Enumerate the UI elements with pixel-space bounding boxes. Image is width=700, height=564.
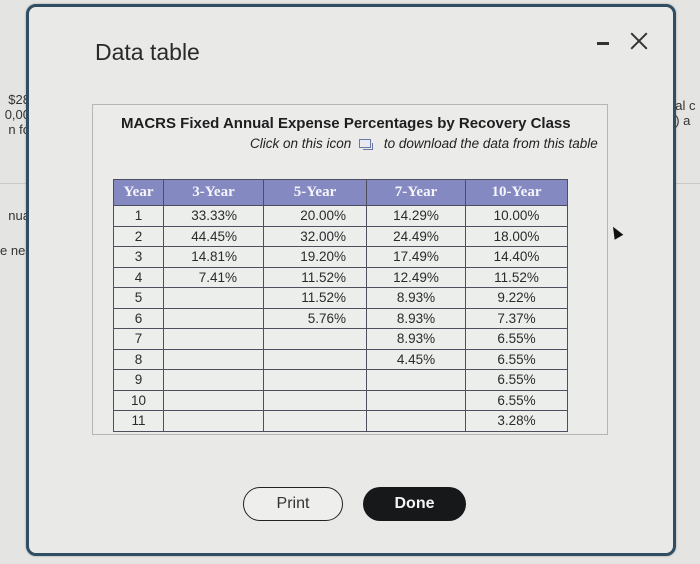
table-row: 8 4.45% 6.55% — [113, 348, 568, 370]
year-cell: 3 — [113, 246, 164, 268]
data-table-dialog: Data table MACRS Fixed Annual Expense Pe… — [26, 4, 676, 556]
year-cell: 9 — [113, 369, 164, 391]
cell-7-year — [366, 369, 466, 391]
table-row: 6 5.76% 8.93% 7.37% — [113, 307, 568, 329]
cell-7-year: 8.93% — [366, 328, 466, 350]
download-icon[interactable] — [359, 139, 374, 150]
done-button[interactable]: Done — [363, 487, 466, 521]
cell-5-year — [263, 410, 367, 432]
cell-5-year — [263, 389, 367, 411]
table-row: 10 6.55% — [113, 389, 568, 411]
table-heading: MACRS Fixed Annual Expense Percentages b… — [121, 115, 571, 132]
table-header-row: Year 3-Year 5-Year 7-Year 10-Year — [113, 179, 568, 206]
cell-10-year: 6.55% — [465, 328, 568, 350]
close-icon[interactable] — [629, 31, 649, 51]
cell-5-year: 32.00% — [263, 225, 367, 247]
header-year: Year — [113, 179, 164, 206]
cell-10-year: 3.28% — [465, 410, 568, 432]
cell-5-year: 20.00% — [263, 205, 367, 227]
year-cell: 11 — [113, 410, 164, 432]
year-cell: 5 — [113, 287, 164, 309]
minimize-icon[interactable] — [597, 41, 609, 45]
table-row: 4 7.41% 11.52% 12.49% 11.52% — [113, 266, 568, 288]
table-row: 11 3.28% — [113, 410, 568, 432]
cell-10-year: 7.37% — [465, 307, 568, 329]
background-divider — [0, 183, 26, 184]
cell-3-year — [163, 328, 264, 350]
table-row: 7 8.93% 6.55% — [113, 328, 568, 350]
header-10-year: 10-Year — [465, 179, 568, 206]
background-text-left: $28 0,00 n fo — [0, 92, 30, 137]
macrs-table: Year 3-Year 5-Year 7-Year 10-Year 1 33.3… — [113, 179, 568, 432]
cell-3-year — [163, 348, 264, 370]
cell-10-year: 14.40% — [465, 246, 568, 268]
background-fragment: $28 — [8, 92, 30, 107]
cell-3-year — [163, 410, 264, 432]
year-cell: 8 — [113, 348, 164, 370]
data-panel: MACRS Fixed Annual Expense Percentages b… — [92, 104, 608, 435]
background-fragment: 0,00 — [4, 107, 30, 122]
dialog-title: Data table — [95, 39, 200, 65]
cell-5-year: 11.52% — [263, 266, 367, 288]
header-7-year: 7-Year — [366, 179, 466, 206]
year-cell: 4 — [113, 266, 164, 288]
cell-5-year: 5.76% — [263, 307, 367, 329]
cell-7-year: 8.93% — [366, 307, 466, 329]
cell-10-year: 18.00% — [465, 225, 568, 247]
table-row: 9 6.55% — [113, 369, 568, 391]
header-5-year: 5-Year — [263, 179, 367, 206]
background-text-left-lower: nua e nea — [0, 208, 30, 278]
window-controls — [597, 31, 649, 51]
cell-7-year: 8.93% — [366, 287, 466, 309]
table-row: 5 11.52% 8.93% 9.22% — [113, 287, 568, 309]
year-cell: 2 — [113, 225, 164, 247]
print-button[interactable]: Print — [243, 487, 343, 521]
year-cell: 10 — [113, 389, 164, 411]
instruction-prefix: Click on this icon — [250, 136, 352, 151]
header-3-year: 3-Year — [163, 179, 264, 206]
cell-10-year: 9.22% — [465, 287, 568, 309]
background-divider — [676, 183, 700, 184]
cell-3-year: 33.33% — [163, 205, 264, 227]
cell-3-year: 7.41% — [163, 266, 264, 288]
cell-3-year: 44.45% — [163, 225, 264, 247]
table-row: 3 14.81% 19.20% 17.49% 14.40% — [113, 246, 568, 268]
cell-3-year — [163, 287, 264, 309]
cell-5-year — [263, 369, 367, 391]
background-fragment: nua — [8, 208, 30, 223]
instruction-suffix: to download the data from this table — [383, 136, 598, 151]
cell-7-year: 24.49% — [366, 225, 466, 247]
download-instructions: Click on this icon to download the data … — [250, 136, 598, 151]
cell-7-year: 17.49% — [366, 246, 466, 268]
background-fragment: e nea — [0, 243, 30, 258]
cell-7-year — [366, 410, 466, 432]
cell-10-year: 6.55% — [465, 348, 568, 370]
cell-7-year: 14.29% — [366, 205, 466, 227]
cell-5-year — [263, 348, 367, 370]
cell-3-year — [163, 389, 264, 411]
year-cell: 1 — [113, 205, 164, 227]
cell-10-year: 10.00% — [465, 205, 568, 227]
background-fragment: n fo — [8, 122, 30, 137]
year-cell: 6 — [113, 307, 164, 329]
cell-7-year — [366, 389, 466, 411]
cell-10-year: 6.55% — [465, 389, 568, 411]
cell-5-year — [263, 328, 367, 350]
cell-3-year — [163, 369, 264, 391]
year-cell: 7 — [113, 328, 164, 350]
table-row: 1 33.33% 20.00% 14.29% 10.00% — [113, 205, 568, 227]
cell-3-year: 14.81% — [163, 246, 264, 268]
cell-10-year: 11.52% — [465, 266, 568, 288]
cell-10-year: 6.55% — [465, 369, 568, 391]
cell-3-year — [163, 307, 264, 329]
cell-7-year: 12.49% — [366, 266, 466, 288]
cell-5-year: 11.52% — [263, 287, 367, 309]
cell-5-year: 19.20% — [263, 246, 367, 268]
table-row: 2 44.45% 32.00% 24.49% 18.00% — [113, 225, 568, 247]
cell-7-year: 4.45% — [366, 348, 466, 370]
